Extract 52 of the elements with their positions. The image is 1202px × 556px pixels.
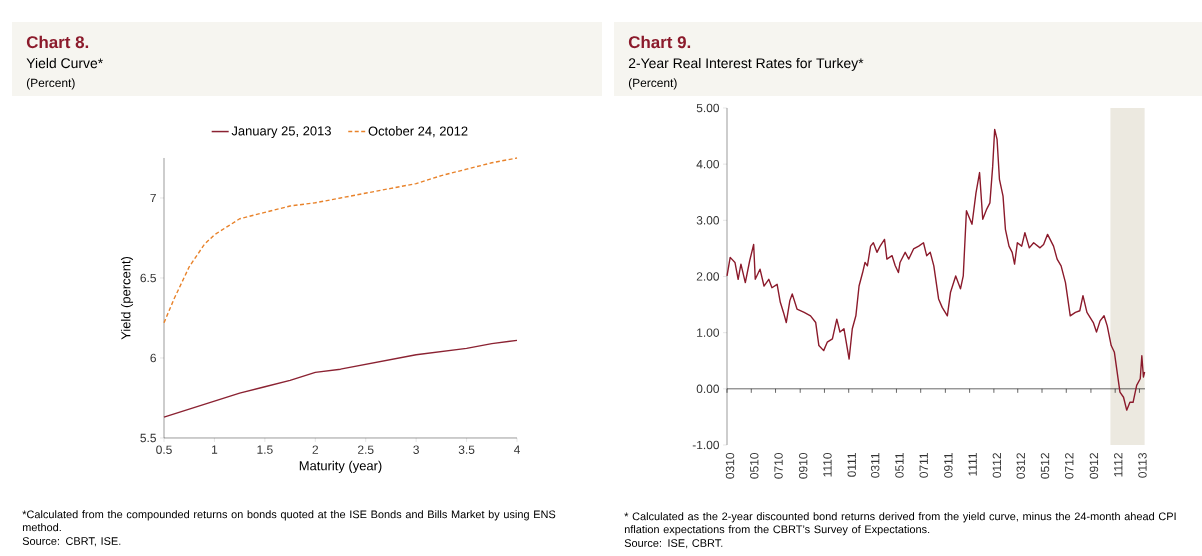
text: (Percent) (26, 78, 75, 90)
chart-title: Chart 9. (628, 35, 691, 49)
x-tick-label: 0912 (1089, 453, 1099, 479)
x-tick-label: 0512 (1040, 453, 1050, 479)
x-tick-label: 2 (312, 445, 319, 454)
y-tick-label: 0.00 (696, 384, 720, 394)
x-tick-label: 0710 (774, 452, 783, 479)
y-tick-label: 1.00 (697, 328, 720, 337)
x-tick-label: 1110 (823, 452, 832, 477)
x-tick-label: 1.5 (257, 445, 273, 454)
source-note: Source: ISE, CBRT. (624, 539, 723, 549)
legend-label: January 25, 2013 (231, 126, 331, 139)
y-tick-label: 6.5 (140, 273, 156, 283)
x-tick-label: 0910 (798, 452, 808, 479)
y-axis-title: Yield (percent) (120, 256, 134, 340)
x-tick-label: 3 (413, 445, 419, 454)
line-series (726, 128, 1146, 411)
x-tick-label: 0511 (895, 453, 904, 478)
x-tick-label: 0911 (944, 453, 953, 478)
legend-label: October 24, 2012 (368, 126, 468, 138)
y-tick-label: 7 (150, 193, 156, 203)
y-tick-label: 6 (150, 353, 156, 363)
text: (Percent) (628, 78, 677, 90)
x-tick-label: 1 (212, 445, 218, 454)
text: *Calculated from the compounded returns on bonds quoted at the ISE Bonds and Bills Market by using ENS method. (22, 510, 556, 532)
x-tick-label: 0311 (870, 453, 880, 478)
x-tick-label: 0510 (750, 452, 759, 479)
y-tick-label: 2.00 (696, 272, 720, 281)
chart-subtitle: 2-Year Real Interest Rates for Turkey* (628, 57, 864, 71)
chart-subtitle: Yield Curve* (26, 57, 103, 69)
source-note: Source: CBRT, ISE. (22, 537, 121, 547)
x-tick-label: 0113 (1138, 453, 1147, 478)
x-tick-label: 0711 (919, 453, 928, 478)
x-tick-label: 0310 (725, 452, 735, 479)
x-tick-label: 0112 (992, 453, 1002, 478)
y-tick-label: -1.00 (692, 440, 720, 450)
x-tick-label: 2.5 (358, 445, 374, 454)
x-tick-label: 4 (513, 445, 520, 454)
y-tick-label: 3.00 (696, 216, 720, 225)
text: * Calculated as the 2-year discounted bond returns derived from the yield curve, minus the 24-month ahead CPI nflation expectations from the CBRT’s Survey of Expectations. (624, 512, 1176, 536)
x-axis-title: Maturity (year) (299, 460, 382, 473)
x-tick-label: 3.5 (458, 445, 475, 454)
y-tick-label: 5.00 (696, 103, 720, 113)
x-tick-label: 0312 (1016, 453, 1025, 479)
x-tick-label: 0.5 (156, 445, 172, 454)
chart-title: Chart 8. (26, 35, 89, 49)
x-tick-label: 0712 (1065, 453, 1074, 479)
x-tick-label: 1112 (1114, 453, 1123, 477)
x-tick-label: 0111 (847, 453, 856, 477)
y-tick-label: 4.00 (696, 159, 720, 169)
y-tick-label: 5.5 (140, 433, 156, 443)
x-tick-label: 1111 (968, 453, 977, 476)
